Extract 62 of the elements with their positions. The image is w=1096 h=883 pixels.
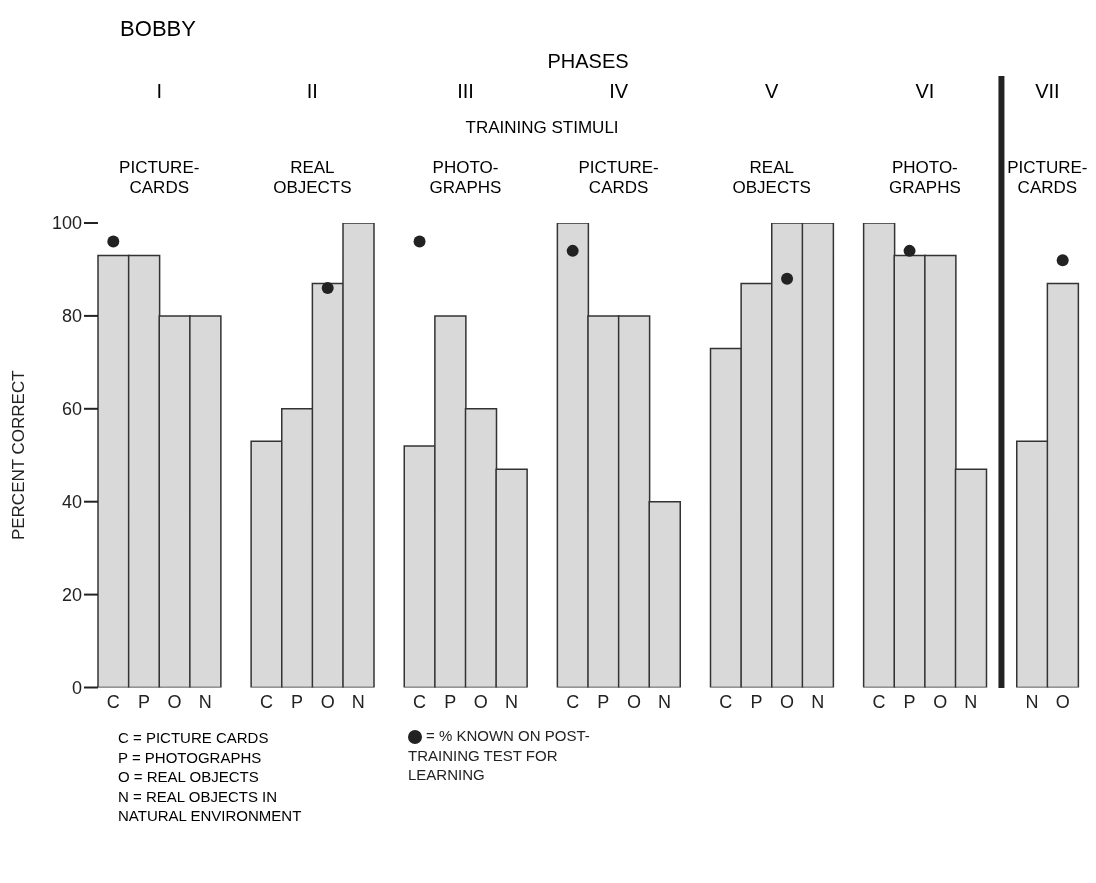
y-tick-label: 40 <box>61 492 82 513</box>
x-tick-label: N <box>504 692 518 713</box>
x-tick-label: O <box>933 692 948 713</box>
x-tick-label: O <box>167 692 182 713</box>
text: REAL OBJECTS <box>732 158 811 198</box>
x-tick-label: C <box>872 692 886 713</box>
point <box>413 235 426 248</box>
y-tick-label: 80 <box>61 306 82 327</box>
text: VII <box>1035 80 1060 103</box>
x-tick-label: C <box>566 692 580 713</box>
x-tick-label: N <box>198 692 212 713</box>
text: PICTURE- CARDS <box>119 158 200 198</box>
text: IV <box>609 80 629 103</box>
x-tick-label: N <box>351 692 365 713</box>
x-tick-label: C <box>413 692 427 713</box>
y-tick-label: 20 <box>61 584 82 605</box>
text: P = PHOTOGRAPHS <box>118 747 263 767</box>
x-tick-label: P <box>750 692 763 713</box>
x-tick-label: C <box>259 692 273 713</box>
point <box>566 244 579 257</box>
text: V <box>765 80 779 103</box>
x-tick-label: C <box>106 692 120 713</box>
text: VI <box>915 80 935 103</box>
text: REAL OBJECTS <box>273 158 352 198</box>
y-axis-title: PERCENT CORRECT <box>9 370 29 541</box>
text: PHOTO- GRAPHS <box>888 158 961 198</box>
y-tick-label: 100 <box>51 213 82 234</box>
text: PICTURE- CARDS <box>578 158 659 198</box>
point <box>107 235 120 248</box>
x-tick-label: N <box>658 692 672 713</box>
text: II <box>306 80 318 103</box>
y-tick-label: 0 <box>71 677 82 698</box>
text: N = REAL OBJECTS IN NATURAL ENVIRONMENT <box>118 786 302 826</box>
x-tick-label: N <box>811 692 825 713</box>
point <box>781 272 794 285</box>
x-tick-label: C <box>719 692 733 713</box>
point <box>1056 254 1069 267</box>
x-tick-label: P <box>291 692 304 713</box>
x-tick-label: P <box>597 692 610 713</box>
x-tick-label: P <box>903 692 916 713</box>
x-tick-label: O <box>473 692 488 713</box>
text: C = PICTURE CARDS <box>118 728 270 748</box>
text: I <box>156 80 163 103</box>
text: PHASES <box>547 50 629 73</box>
text: PHOTO- GRAPHS <box>429 158 502 198</box>
point <box>321 282 334 295</box>
y-tick-label: 60 <box>61 399 82 420</box>
x-tick-label: O <box>1055 692 1070 713</box>
x-tick-label: N <box>964 692 978 713</box>
point <box>903 244 916 257</box>
x-tick-label: N <box>1025 692 1039 713</box>
x-tick-label: O <box>780 692 795 713</box>
x-tick-label: P <box>444 692 457 713</box>
text: III <box>457 80 474 103</box>
legend-label: = % KNOWN ON POST-TRAINING TEST FOR LEARNING <box>408 727 590 783</box>
text: PICTURE- CARDS <box>1007 158 1088 198</box>
x-tick-label: O <box>626 692 641 713</box>
x-tick-label: O <box>320 692 335 713</box>
chart-title: BOBBY <box>120 16 196 42</box>
text: TRAINING STIMULI <box>465 118 619 138</box>
x-tick-label: P <box>137 692 150 713</box>
text: O = REAL OBJECTS <box>118 767 260 787</box>
